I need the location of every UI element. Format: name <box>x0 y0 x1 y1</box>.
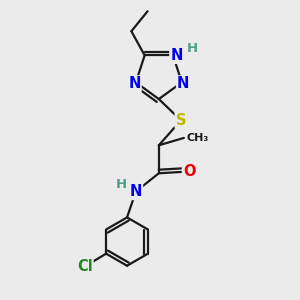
Text: Cl: Cl <box>77 259 92 274</box>
Text: O: O <box>183 164 195 179</box>
Text: N: N <box>130 184 142 199</box>
Text: N: N <box>177 76 190 91</box>
Text: N: N <box>128 76 141 91</box>
Text: CH₃: CH₃ <box>187 133 209 143</box>
Text: H: H <box>187 42 198 56</box>
Text: N: N <box>170 48 183 63</box>
Text: H: H <box>116 178 127 191</box>
Text: S: S <box>176 113 186 128</box>
